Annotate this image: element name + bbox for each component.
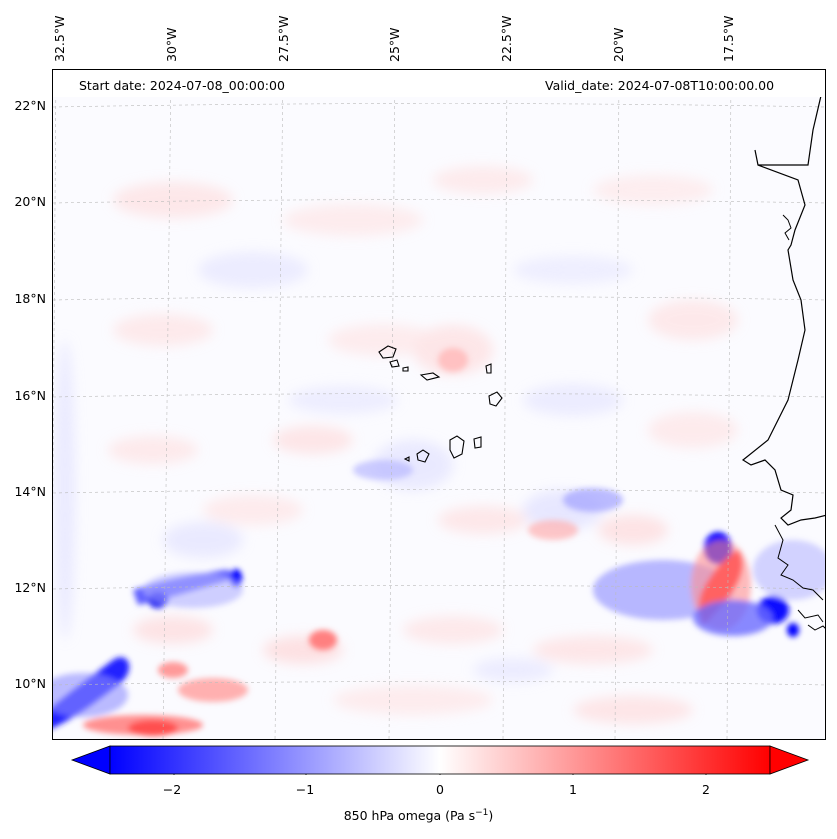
lon-label-20w: 20°W xyxy=(611,27,626,62)
lat-label-10n: 10°N xyxy=(14,676,46,691)
lat-label-12n: 12°N xyxy=(14,580,46,595)
colorbar-tick-label: 2 xyxy=(702,782,710,797)
valid-date-label: Valid_date: 2024-07-08T10:00:00.00 xyxy=(541,78,779,93)
graticule xyxy=(53,70,825,739)
colorbar-title-main: 850 hPa omega (Pa s xyxy=(343,808,476,824)
colorbar-extend-left xyxy=(70,745,111,775)
cape-verde-islands xyxy=(378,345,503,463)
coastline-africa xyxy=(741,75,825,526)
colorbar-tick-label: −2 xyxy=(162,782,182,797)
colorbar-title-close: ) xyxy=(488,808,494,824)
lat-label-20n: 20°N xyxy=(14,194,46,209)
colorbar-title: 850 hPa omega (Pa s−1) xyxy=(0,808,837,823)
lon-label-30w: 30°W xyxy=(164,27,179,62)
lon-label-32-5w: 32.5°W xyxy=(52,15,67,62)
colorbar-tick-label: 0 xyxy=(436,782,444,797)
map-panel xyxy=(52,69,826,740)
lon-label-27-5w: 27.5°W xyxy=(276,15,291,62)
lat-label-18n: 18°N xyxy=(14,291,46,306)
lon-label-22-5w: 22.5°W xyxy=(499,15,514,62)
colorbar xyxy=(70,745,810,775)
lat-label-22n: 22°N xyxy=(14,98,46,113)
colorbar-extend-right xyxy=(769,745,810,775)
colorbar-body xyxy=(109,745,771,775)
colorbar-tick-label: −1 xyxy=(295,782,315,797)
colorbar-tick-label: 1 xyxy=(569,782,577,797)
omega-background-field xyxy=(55,166,738,724)
lon-label-17-5w: 17.5°W xyxy=(721,15,736,62)
lat-label-14n: 14°N xyxy=(14,484,46,499)
colorbar-title-exponent: −1 xyxy=(475,808,489,818)
lat-label-16n: 16°N xyxy=(14,388,46,403)
coastline-guinea xyxy=(774,524,825,631)
start-date-label: Start date: 2024-07-08_00:00:00 xyxy=(75,78,289,93)
coastline-dakar xyxy=(782,214,792,241)
lon-label-25w: 25°W xyxy=(387,27,402,62)
omega-map xyxy=(53,70,825,739)
